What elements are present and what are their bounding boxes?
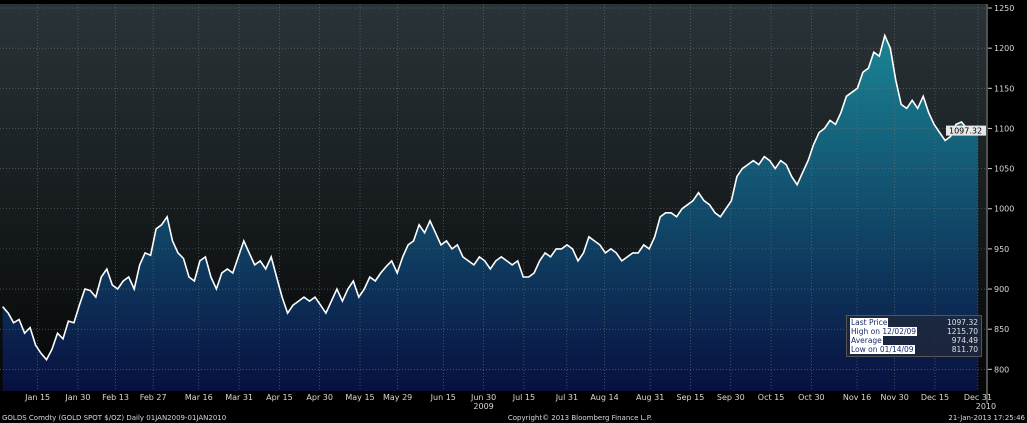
x-tick-label: Apr 15 [266, 393, 293, 402]
x-tick-label: Mar 31 [225, 393, 253, 402]
price-line [2, 33, 979, 362]
price-area [2, 35, 978, 391]
x-tick-label: Mar 16 [185, 393, 213, 402]
x-tick-label: Jun 30 [470, 393, 496, 402]
y-tick-label: 1200 [994, 44, 1014, 53]
x-tick-label: Jul 31 [555, 393, 578, 402]
y-tick-label: 850 [994, 325, 1009, 334]
y-tick-label: 900 [994, 285, 1009, 294]
x-tick-label: Sep 30 [717, 393, 745, 402]
x-tick-label: Sep 15 [677, 393, 705, 402]
x-tick-label: Oct 30 [798, 393, 825, 402]
x-tick-label: Jan 15 [24, 393, 50, 402]
x-tick-label: May 29 [383, 393, 412, 402]
x-tick-label: Feb 13 [102, 393, 129, 402]
legend-item: Last Price 1097.32 [850, 318, 978, 327]
last-price-tag [946, 125, 986, 136]
y-tick-label: 1100 [994, 124, 1014, 133]
x-tick-label: Jul 15 [512, 393, 535, 402]
legend-item: Average 974.49 [850, 336, 978, 345]
x-tick-label: Aug 31 [636, 393, 664, 402]
legend-label: Last Price [850, 318, 889, 327]
legend-label: Low on 01/14/09 [850, 345, 915, 354]
y-tick-label: 800 [994, 365, 1009, 374]
legend-label: High on 12/02/09 [850, 327, 918, 336]
x-tick-label: Oct 15 [758, 393, 785, 402]
y-tick-label: 1000 [994, 205, 1014, 214]
legend-value: 1097.32 [946, 318, 978, 327]
x-tick-label: Nov 30 [880, 393, 908, 402]
legend-item: Low on 01/14/09 811.70 [850, 345, 978, 354]
x-tick-label: May 15 [345, 393, 374, 402]
x-tick-label: Apr 30 [306, 393, 333, 402]
year-label: 2010 [976, 402, 996, 411]
legend-label: Average [850, 336, 883, 345]
x-tick-label: Aug 14 [590, 393, 618, 402]
x-tick-label: Feb 27 [140, 393, 167, 402]
x-tick-label: Dec 31 [964, 393, 992, 402]
legend: Last Price 1097.32 High on 12/02/09 1215.70… [846, 315, 982, 357]
y-tick-label: 1250 [994, 4, 1014, 13]
x-tick-label: Dec 15 [921, 393, 949, 402]
last-price-label: 1097.32 [949, 127, 982, 136]
year-label: 2009 [473, 402, 493, 411]
legend-value: 811.70 [951, 345, 978, 354]
y-tick-label: 950 [994, 245, 1009, 254]
x-tick-label: Nov 16 [843, 393, 871, 402]
y-tick-label: 1050 [994, 165, 1014, 174]
footer-timestamp: 21-Jan-2013 17:25:46 [948, 414, 1025, 422]
footer-left: GOLDS Comdty (GOLD SPOT $/OZ) Daily 01JA… [2, 414, 226, 422]
x-tick-label: Jan 30 [64, 393, 90, 402]
y-tick-label: 1150 [994, 84, 1014, 93]
legend-value: 974.49 [951, 336, 978, 345]
legend-value: 1215.70 [946, 327, 978, 336]
footer-copyright: Copyright© 2013 Bloomberg Finance L.P. [508, 414, 652, 422]
x-tick-label: Jun 15 [430, 393, 456, 402]
legend-item: High on 12/02/09 1215.70 [850, 327, 978, 336]
